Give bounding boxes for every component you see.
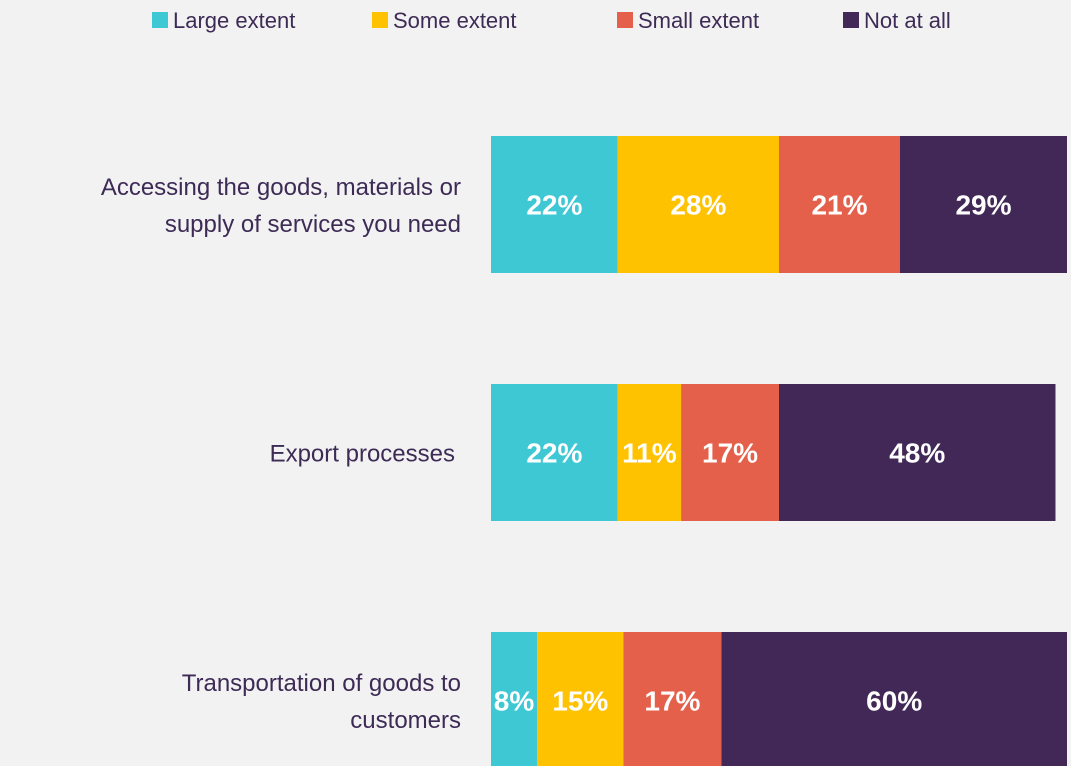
bars [491,136,1067,766]
category-label-1-line-2: supply of services you need [165,211,461,238]
data-label-1-4: 29% [955,190,1011,221]
data-label-2-4: 48% [889,438,945,469]
data-label-2-3: 17% [702,438,758,469]
data-label-1-3: 21% [811,190,867,221]
bar-segment-1-1 [491,136,618,273]
legend-label-3: Small extent [638,8,759,33]
data-label-2-2: 11% [622,438,677,469]
data-label-3-1: 8% [494,686,535,717]
legend-label-4: Not at all [864,8,951,33]
legend: Large extent Some extent Small extent Not a… [152,8,951,33]
legend-swatch-1 [152,12,168,28]
legend-swatch-3 [617,12,633,28]
bar-segment-3-4 [721,632,1067,766]
bar-segment-3-2 [537,632,624,766]
bar-segment-2-2 [617,384,682,521]
legend-swatch-2 [372,12,388,28]
bar-segment-3-1 [491,632,538,766]
category-label-2-line-1: Export processes [270,441,455,468]
data-label-1-2: 28% [670,190,726,221]
bar-segment-2-3 [681,384,779,521]
bar-segment-3-3 [623,632,722,766]
bar-segment-2-1 [491,384,618,521]
data-label-3-4: 60% [866,686,922,717]
legend-label-1: Large extent [173,8,295,33]
bar-segment-1-3 [779,136,900,273]
category-label-3-line-1: Transportation of goods to [182,670,461,697]
bar-segment-2-4 [779,384,1056,521]
data-label-2-1: 22% [526,438,582,469]
data-label-3-3: 17% [644,686,700,717]
category-label-3-line-2: customers [350,707,461,734]
legend-swatch-4 [843,12,859,28]
data-label-1-1: 22% [526,190,582,221]
category-labels: Accessing the goods, materials or supply … [101,174,461,734]
category-label-1-line-1: Accessing the goods, materials or [101,174,461,201]
bar-segment-1-2 [617,136,779,273]
data-label-3-2: 15% [552,686,608,717]
bar-segment-1-4 [899,136,1067,273]
legend-label-2: Some extent [393,8,517,33]
data-labels: 22% 28% 21% 29% 22% 11% 17% 48% 8% 15% 17% 60% [494,190,1012,717]
